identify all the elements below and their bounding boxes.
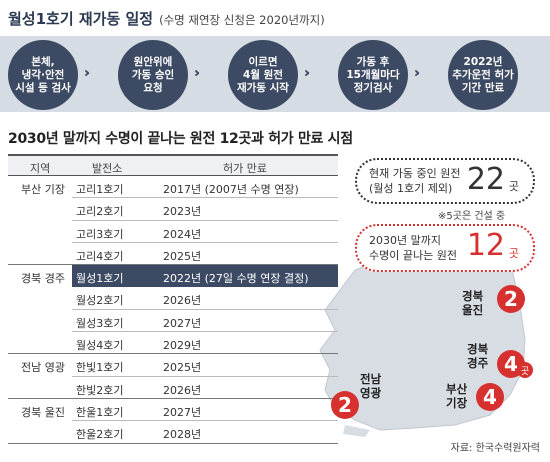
expiring-plants-text: 2030년 말까지 수명이 끝나는 원전 [369, 234, 457, 262]
cell-plant: 월성2호기 [76, 294, 124, 308]
island-shape [343, 425, 370, 437]
cell-region: 경북 경주 [21, 272, 65, 286]
korea-map [319, 230, 526, 437]
map-badge-yeonggwang: 2 [331, 391, 359, 419]
expiry-table: 지역 발전소 허가 만료 부산 기장 고리1호기 2017년 (2007년 수명… [8, 154, 338, 444]
chevron-arrows-icon: ››› [194, 66, 200, 81]
timeline-subtitle: (수명 재연장 신청은 2020년까지) [159, 13, 325, 27]
map-badge-busan: 4 [476, 383, 504, 411]
cell-expiry: 2028년 [163, 428, 202, 442]
table-row-highlighted: 경북 경주 월성1호기 2022년 (27일 수명 연장 결정) [8, 265, 338, 288]
cell-plant: 한빛1호기 [76, 361, 124, 375]
construction-note: ※5곳은 건설 중 [438, 211, 506, 222]
header-region: 지역 [30, 162, 51, 175]
expiring-plants-count: 12 [466, 228, 505, 263]
map-label-busan: 부산 기장 [446, 382, 468, 410]
table-row: 고리2호기 2023년 [8, 198, 338, 221]
timeline-step-5-label: 2022년 추가운전 허가 기간 만료 [452, 55, 514, 94]
timeline-step-3: 이르면 4월 원전 재가동 시작 [228, 40, 298, 110]
cell-plant: 한울2호기 [76, 428, 124, 442]
table-row: 고리3호기 2024년 [8, 221, 338, 243]
cell-expiry: 2027년 [163, 405, 202, 419]
timeline-title: 월성1호기 재가동 일정 (수명 재연장 신청은 2020년까지) [8, 8, 325, 29]
cell-plant: 고리2호기 [76, 205, 124, 219]
cell-region: 경북 울진 [21, 405, 65, 419]
header-plant: 발전소 [92, 162, 123, 175]
map-label-uljin: 경북 울진 [462, 289, 484, 317]
cell-expiry: 2022년 (27일 수명 연장 결정) [163, 272, 309, 286]
table-row: 월성4호기 2029년 [8, 332, 338, 355]
cell-expiry: 2025년 [163, 361, 202, 375]
cell-plant: 고리3호기 [76, 227, 124, 241]
table-row: 한빛2호기 2026년 [8, 377, 338, 399]
operating-plants-count: 22 [466, 162, 505, 197]
cell-plant: 한울1호기 [76, 405, 124, 419]
cell-expiry: 2023년 [163, 205, 202, 219]
cell-plant: 월성3호기 [76, 316, 124, 330]
timeline-step-4: 가동 후 15개월마다 정기검사 [338, 40, 408, 110]
timeline-step-2: 원안위에 가동 승인 요청 [118, 40, 188, 110]
timeline-step-3-label: 이르면 4월 원전 재가동 시작 [237, 55, 289, 94]
cell-expiry: 2026년 [163, 383, 202, 397]
cell-region: 부산 기장 [21, 183, 65, 196]
table-header: 지역 발전소 허가 만료 [8, 154, 338, 176]
timeline-step-1: 본체, 냉각·안전 시설 등 검사 [8, 40, 78, 110]
cell-expiry: 2027년 [163, 316, 202, 330]
table-row: 월성3호기 2027년 [8, 310, 338, 333]
chevron-arrows-icon: ››› [304, 66, 310, 81]
chevron-arrows-icon: ››› [414, 66, 420, 81]
cell-expiry: 2029년 [163, 339, 202, 353]
table-row: 고리4호기 2025년 [8, 243, 338, 266]
source-credit: 자료: 한국수력원자력 [450, 443, 540, 454]
expiring-plants-unit: 곳 [508, 247, 519, 260]
cell-plant: 고리4호기 [76, 249, 124, 263]
map-badge-unit: 곳 [517, 362, 533, 378]
operating-plants-text: 현재 가동 중인 원전 (월성 1호기 제외) [369, 167, 461, 195]
map-label-gyeongju: 경북 경주 [467, 342, 489, 370]
timeline-step-2-label: 원안위에 가동 승인 요청 [131, 55, 175, 94]
cell-expiry: 2026년 [163, 294, 202, 308]
chevron-arrows-icon: ››› [84, 66, 90, 81]
timeline-step-5: 2022년 추가운전 허가 기간 만료 [448, 40, 518, 110]
cell-plant: 월성4호기 [76, 339, 124, 353]
operating-plants-box: 현재 가동 중인 원전 (월성 1호기 제외) 22 곳 [355, 158, 535, 204]
table-row: 경북 울진 한울1호기 2027년 [8, 399, 338, 422]
timeline-title-text: 월성1호기 재가동 일정 [8, 10, 154, 28]
expiring-plants-box: 2030년 말까지 수명이 끝나는 원전 12 곳 [355, 224, 535, 272]
cell-expiry: 2017년 (2007년 수명 연장) [163, 183, 299, 196]
cell-region: 전남 영광 [21, 361, 65, 375]
cell-plant: 월성1호기 [76, 272, 124, 286]
table-row: 월성2호기 2026년 [8, 287, 338, 310]
timeline-step-4-label: 가동 후 15개월마다 정기검사 [346, 55, 400, 94]
header-expiry: 허가 만료 [223, 162, 267, 175]
operating-plants-unit: 곳 [508, 180, 519, 193]
cell-expiry: 2024년 [163, 227, 202, 241]
map-badge-uljin: 2 [497, 285, 525, 313]
cell-expiry: 2025년 [163, 249, 202, 263]
cell-plant: 고리1호기 [76, 183, 124, 196]
timeline-step-1-label: 본체, 냉각·안전 시설 등 검사 [15, 55, 71, 94]
cell-plant: 한빛2호기 [76, 383, 124, 397]
table-row: 부산 기장 고리1호기 2017년 (2007년 수명 연장) [8, 176, 338, 199]
map-label-yeonggwang: 전남 영광 [360, 372, 382, 400]
table-row: 전남 영광 한빛1호기 2025년 [8, 354, 338, 377]
table-row: 한울2호기 2028년 [8, 421, 338, 444]
section-title: 2030년 말까지 수명이 끝나는 원전 12곳과 허가 만료 시점 [8, 131, 353, 147]
